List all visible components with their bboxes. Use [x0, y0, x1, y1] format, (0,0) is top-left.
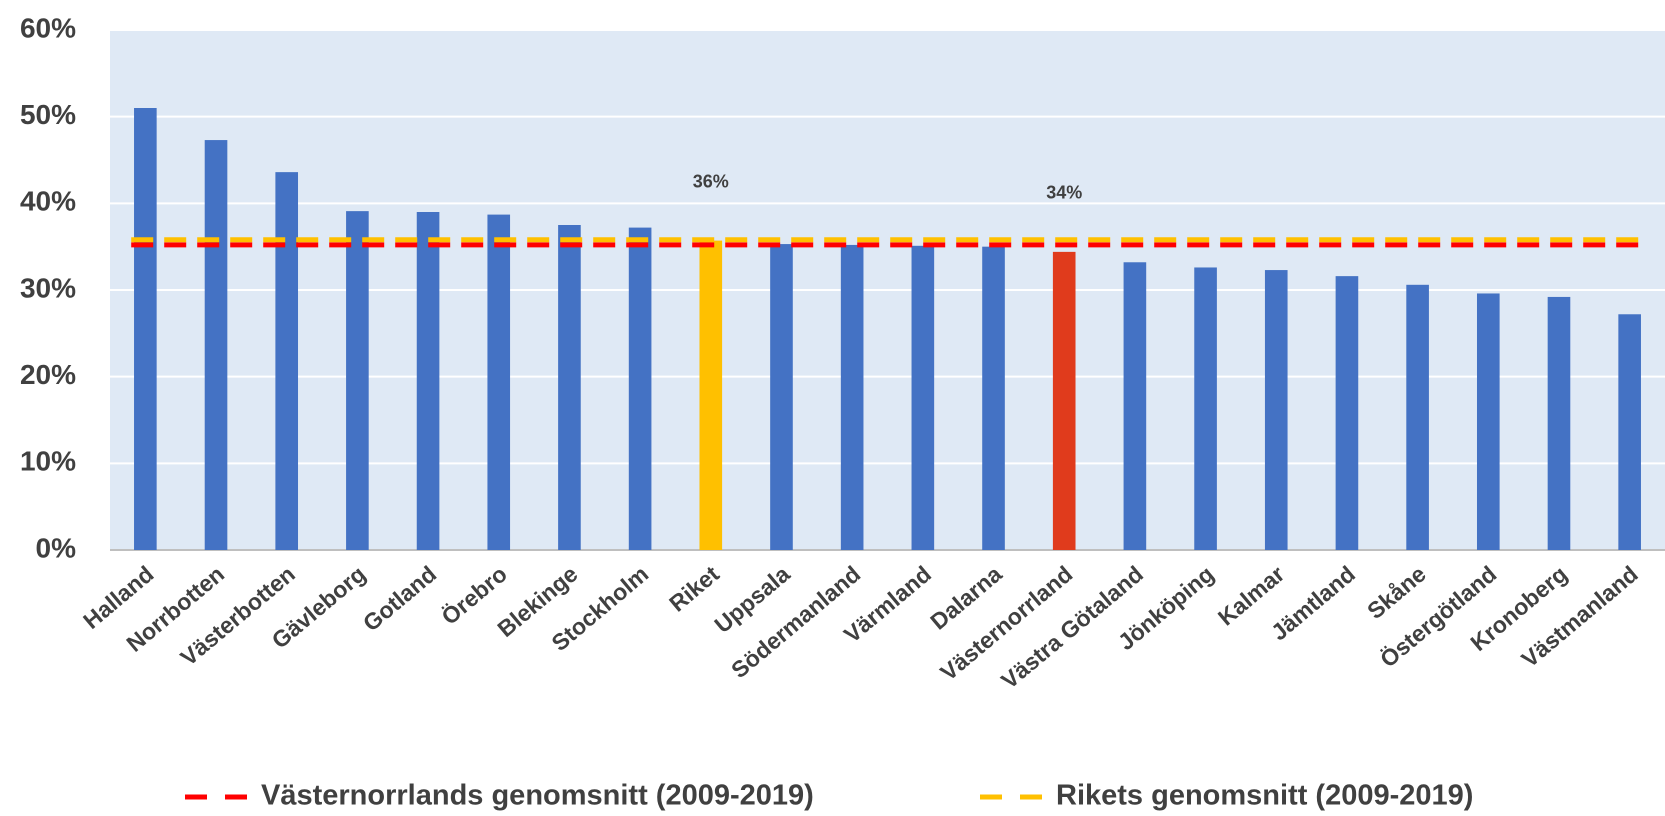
y-tick-label: 60%: [20, 12, 76, 43]
bar: [1406, 284, 1429, 550]
y-tick-label: 40%: [20, 186, 76, 217]
bar: [840, 244, 864, 550]
x-tick-label: Södermanland: [726, 561, 865, 684]
legend-label: Västernorrlands genomsnitt (2009-2019): [261, 780, 814, 812]
y-tick-label: 30%: [20, 272, 76, 303]
bar: [487, 214, 511, 550]
x-tick-label: Riket: [664, 560, 724, 616]
bar: [1052, 251, 1076, 550]
bar: [982, 246, 1005, 550]
bar: [1123, 262, 1147, 550]
bar: [204, 140, 228, 551]
bar: [628, 227, 652, 550]
bar: [275, 172, 299, 550]
bar: [1335, 276, 1359, 550]
bar: [1547, 296, 1571, 550]
bar: [1264, 270, 1288, 550]
bar: [911, 245, 935, 551]
bar: [770, 244, 793, 551]
y-tick-label: 20%: [20, 359, 76, 390]
bar: [134, 108, 157, 550]
data-label: 36%: [693, 171, 729, 191]
y-tick-label: 10%: [20, 446, 76, 477]
y-tick-label: 50%: [20, 99, 76, 130]
y-tick-label: 0%: [36, 532, 77, 563]
bar: [346, 211, 369, 550]
bar: [1618, 314, 1641, 550]
bar: [1476, 293, 1500, 550]
bar: [416, 212, 440, 550]
bar: [1194, 267, 1217, 550]
x-tick-label: Gotland: [358, 561, 441, 637]
legend-label: Rikets genomsnitt (2009-2019): [1056, 780, 1473, 812]
data-label: 34%: [1046, 183, 1082, 203]
bar: [558, 225, 581, 550]
bar: [699, 240, 723, 550]
